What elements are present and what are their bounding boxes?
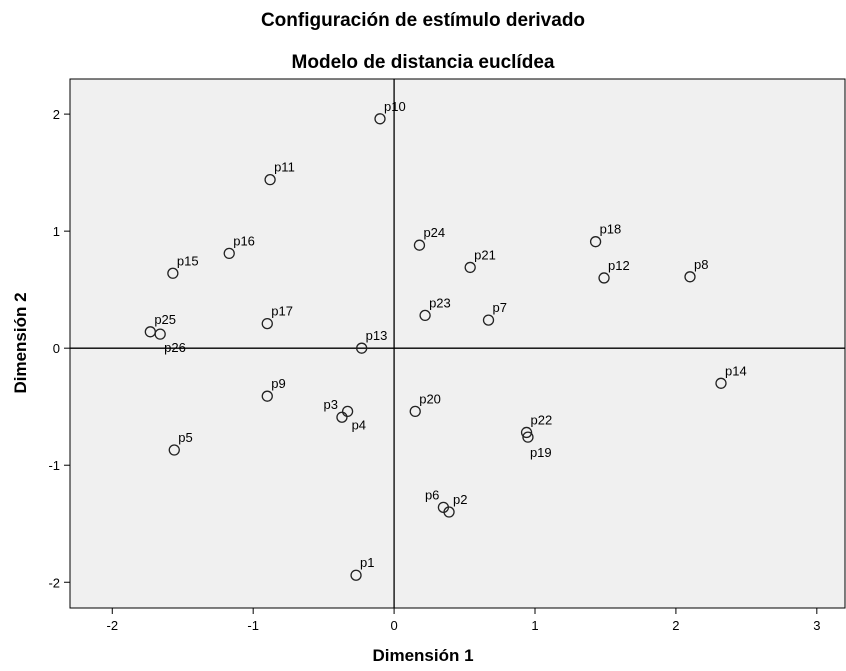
point-marker (413, 239, 426, 251)
point-label: p24 (423, 225, 445, 240)
data-point-p1: p1 (350, 555, 375, 581)
point-label: p12 (608, 258, 630, 273)
x-tick-label: 2 (672, 618, 679, 633)
point-marker (154, 328, 166, 340)
point-marker (464, 261, 476, 274)
point-marker (419, 309, 431, 322)
plot-area (69, 78, 846, 609)
point-label: p6 (425, 487, 439, 502)
point-marker (374, 113, 386, 125)
data-point-p6: p6 (425, 487, 450, 513)
point-label: p7 (493, 300, 507, 315)
point-label: p5 (178, 430, 192, 445)
point-label: p3 (323, 397, 337, 412)
data-point-p13: p13 (356, 328, 388, 354)
point-label: p25 (154, 312, 176, 327)
point-label: p8 (694, 257, 708, 272)
y-tick-label: 0 (53, 341, 60, 356)
point-marker (336, 411, 348, 423)
point-label: p26 (164, 340, 186, 355)
point-label: p15 (177, 253, 199, 268)
point-label: p14 (725, 363, 747, 378)
point-label: p4 (352, 417, 366, 432)
data-point-p5: p5 (168, 430, 193, 456)
point-marker (522, 431, 534, 443)
point-marker (341, 405, 354, 418)
y-tick-label: -2 (48, 575, 60, 590)
x-tick-label: 0 (390, 618, 397, 633)
data-point-p8: p8 (684, 257, 708, 283)
data-point-p26: p26 (154, 328, 186, 355)
point-marker (589, 236, 602, 248)
point-label: p1 (360, 555, 374, 570)
point-label: p2 (453, 492, 467, 507)
data-point-p7: p7 (482, 300, 507, 326)
point-marker (350, 569, 362, 581)
data-point-p14: p14 (715, 363, 747, 389)
data-points: p1 p2 p3 p4 p5 p6 p7 p8 p9 p10 p11 p12 p13 p14 p15 p16 p… (144, 99, 747, 581)
data-point-p15: p15 (167, 253, 199, 279)
y-tick-label: 1 (53, 224, 60, 239)
x-tick-label: -2 (106, 618, 118, 633)
data-point-p9: p9 (261, 376, 286, 402)
data-point-p22: p22 (520, 412, 553, 439)
x-axis: -2 -1 0 1 2 3 (106, 608, 820, 633)
y-tick-label: -1 (48, 458, 60, 473)
data-point-p4: p4 (341, 405, 366, 432)
point-label: p11 (274, 160, 295, 175)
point-marker (684, 271, 696, 283)
point-marker (264, 174, 276, 186)
point-marker (409, 405, 421, 418)
x-tick-label: 3 (813, 618, 820, 633)
data-point-p12: p12 (598, 258, 630, 284)
point-marker (482, 314, 495, 326)
point-marker (715, 377, 727, 389)
data-point-p17: p17 (261, 304, 293, 330)
data-point-p19: p19 (522, 431, 552, 460)
point-label: p19 (530, 445, 552, 460)
data-point-p16: p16 (223, 233, 255, 260)
data-point-p11: p11 (264, 160, 295, 186)
point-marker (437, 501, 450, 513)
point-label: p23 (429, 295, 451, 310)
point-marker (168, 444, 180, 456)
point-marker (520, 426, 533, 439)
chart-title: Configuración de estímulo derivado (260, 10, 586, 31)
y-axis-title: Dimensión 2 (11, 292, 30, 394)
y-axis: -2 -1 0 1 2 (48, 107, 70, 590)
y-tick-label: 2 (53, 107, 60, 122)
point-marker (261, 390, 273, 402)
point-marker (598, 272, 610, 284)
point-marker (167, 267, 179, 279)
point-label: p22 (531, 412, 553, 427)
data-point-p18: p18 (589, 222, 622, 248)
x-axis-title: Dimensión 1 (372, 646, 474, 665)
chart-subtitle: Modelo de distancia euclídea (291, 52, 555, 73)
point-label: p16 (233, 233, 255, 248)
point-marker (223, 247, 235, 260)
data-point-p3: p3 (323, 397, 348, 423)
point-label: p17 (271, 304, 293, 319)
data-point-p23: p23 (419, 295, 451, 322)
reference-lines (70, 79, 845, 608)
point-label: p10 (384, 99, 406, 114)
point-label: p21 (474, 247, 496, 262)
point-label: p9 (271, 376, 285, 391)
data-point-p24: p24 (413, 225, 445, 251)
data-point-p20: p20 (409, 391, 441, 418)
point-label: p18 (600, 222, 622, 237)
point-label: p20 (419, 391, 441, 406)
point-marker (356, 342, 368, 354)
point-marker (261, 317, 273, 330)
point-label: p13 (366, 328, 388, 343)
x-tick-label: 1 (531, 618, 538, 633)
x-tick-label: -1 (247, 618, 259, 633)
data-point-p10: p10 (374, 99, 406, 125)
data-point-p21: p21 (464, 247, 496, 274)
